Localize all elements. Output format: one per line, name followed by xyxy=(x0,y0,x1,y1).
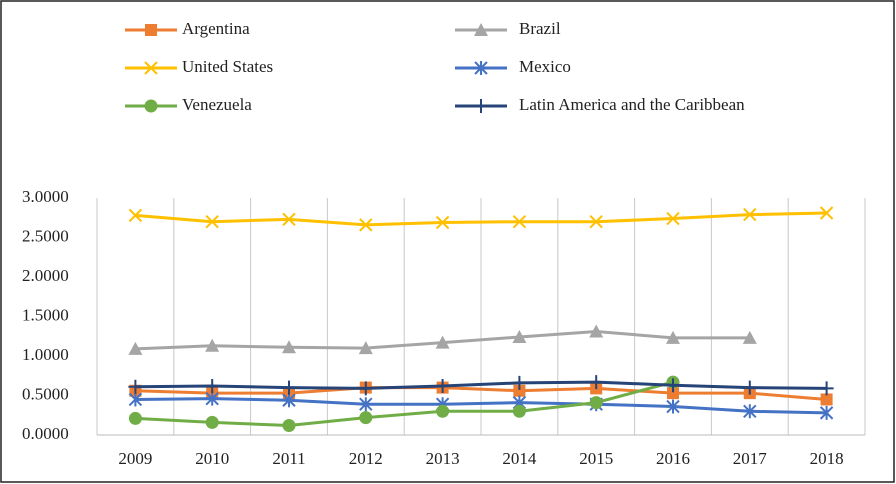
marker xyxy=(589,396,603,410)
marker xyxy=(359,218,373,232)
marker xyxy=(512,330,527,344)
marker xyxy=(743,404,757,419)
legend-label: Venezuela xyxy=(182,95,252,114)
x-tick-label: 2013 xyxy=(426,449,460,468)
marker xyxy=(128,379,143,394)
marker xyxy=(474,61,488,75)
y-tick-label: 2.5000 xyxy=(22,226,69,245)
legend-label: Brazil xyxy=(519,19,561,38)
legend-label: Mexico xyxy=(519,57,571,76)
marker xyxy=(144,99,158,113)
series-line xyxy=(135,380,827,390)
marker xyxy=(513,384,526,397)
marker xyxy=(282,419,296,433)
marker xyxy=(205,415,219,429)
marker xyxy=(666,378,680,393)
marker xyxy=(512,375,527,390)
series-line xyxy=(135,386,827,401)
legend-label: Argentina xyxy=(182,19,250,38)
y-tick-label: 1.5000 xyxy=(22,305,69,324)
marker xyxy=(819,381,834,396)
marker xyxy=(666,330,680,344)
marker xyxy=(358,381,373,396)
marker xyxy=(666,211,680,226)
y-tick-label: 0.0000 xyxy=(22,424,69,443)
series-line xyxy=(135,397,827,415)
legend-item: Latin America and the Caribbean xyxy=(455,95,745,114)
marker xyxy=(743,207,757,222)
marker xyxy=(282,212,296,227)
marker xyxy=(589,214,603,229)
legend-label: Latin America and the Caribbean xyxy=(519,95,745,114)
marker xyxy=(435,335,450,349)
y-tick-label: 3.0000 xyxy=(22,187,69,206)
x-tick-label: 2014 xyxy=(502,449,537,468)
marker xyxy=(128,341,143,355)
legend-label: United States xyxy=(182,57,273,76)
marker xyxy=(205,214,219,229)
marker xyxy=(205,379,220,394)
marker xyxy=(359,397,373,412)
marker xyxy=(819,206,834,220)
marker xyxy=(666,399,680,414)
marker xyxy=(128,392,143,407)
marker xyxy=(742,330,757,344)
x-tick-label: 2011 xyxy=(272,449,305,468)
x-tick-label: 2015 xyxy=(579,449,613,468)
marker xyxy=(435,215,450,230)
marker xyxy=(589,324,604,338)
legend-item: Argentina xyxy=(125,19,250,38)
marker xyxy=(474,23,488,36)
marker xyxy=(205,391,219,406)
marker xyxy=(819,405,834,420)
marker xyxy=(358,341,373,355)
y-tick-label: 2.0000 xyxy=(22,266,69,285)
marker xyxy=(144,61,158,75)
marker xyxy=(128,208,143,223)
marker xyxy=(512,404,526,418)
marker xyxy=(145,24,157,36)
series-line xyxy=(135,380,674,428)
x-tick-label: 2009 xyxy=(118,449,152,468)
marker xyxy=(359,411,373,425)
x-tick-label: 2016 xyxy=(656,449,690,468)
marker xyxy=(282,380,296,395)
x-tick-label: 2012 xyxy=(349,449,383,468)
x-tick-label: 2010 xyxy=(195,449,229,468)
legend-item: Mexico xyxy=(455,57,571,76)
marker xyxy=(667,387,679,400)
marker xyxy=(205,338,220,352)
y-tick-label: 0.5000 xyxy=(22,384,69,403)
marker xyxy=(742,380,757,395)
series-line xyxy=(135,211,827,227)
marker xyxy=(474,99,488,113)
legend-item: Venezuela xyxy=(125,95,252,114)
x-tick-label: 2018 xyxy=(810,449,844,468)
y-tick-label: 1.0000 xyxy=(22,345,69,364)
marker xyxy=(282,340,296,354)
legend-item: United States xyxy=(125,57,273,76)
marker xyxy=(820,393,833,406)
marker xyxy=(436,404,450,418)
marker xyxy=(512,214,527,229)
marker xyxy=(128,411,142,425)
x-tick-label: 2017 xyxy=(733,449,768,468)
legend-item: Brazil xyxy=(455,19,561,38)
marker xyxy=(435,379,450,394)
marker xyxy=(589,375,604,390)
marker xyxy=(282,393,296,408)
